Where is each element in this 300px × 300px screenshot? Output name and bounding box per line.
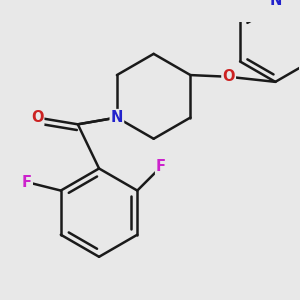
Text: F: F xyxy=(22,175,32,190)
Text: N: N xyxy=(111,110,123,125)
Text: O: O xyxy=(31,110,43,125)
Text: O: O xyxy=(222,69,235,84)
Text: N: N xyxy=(269,0,281,8)
Text: F: F xyxy=(156,159,166,174)
